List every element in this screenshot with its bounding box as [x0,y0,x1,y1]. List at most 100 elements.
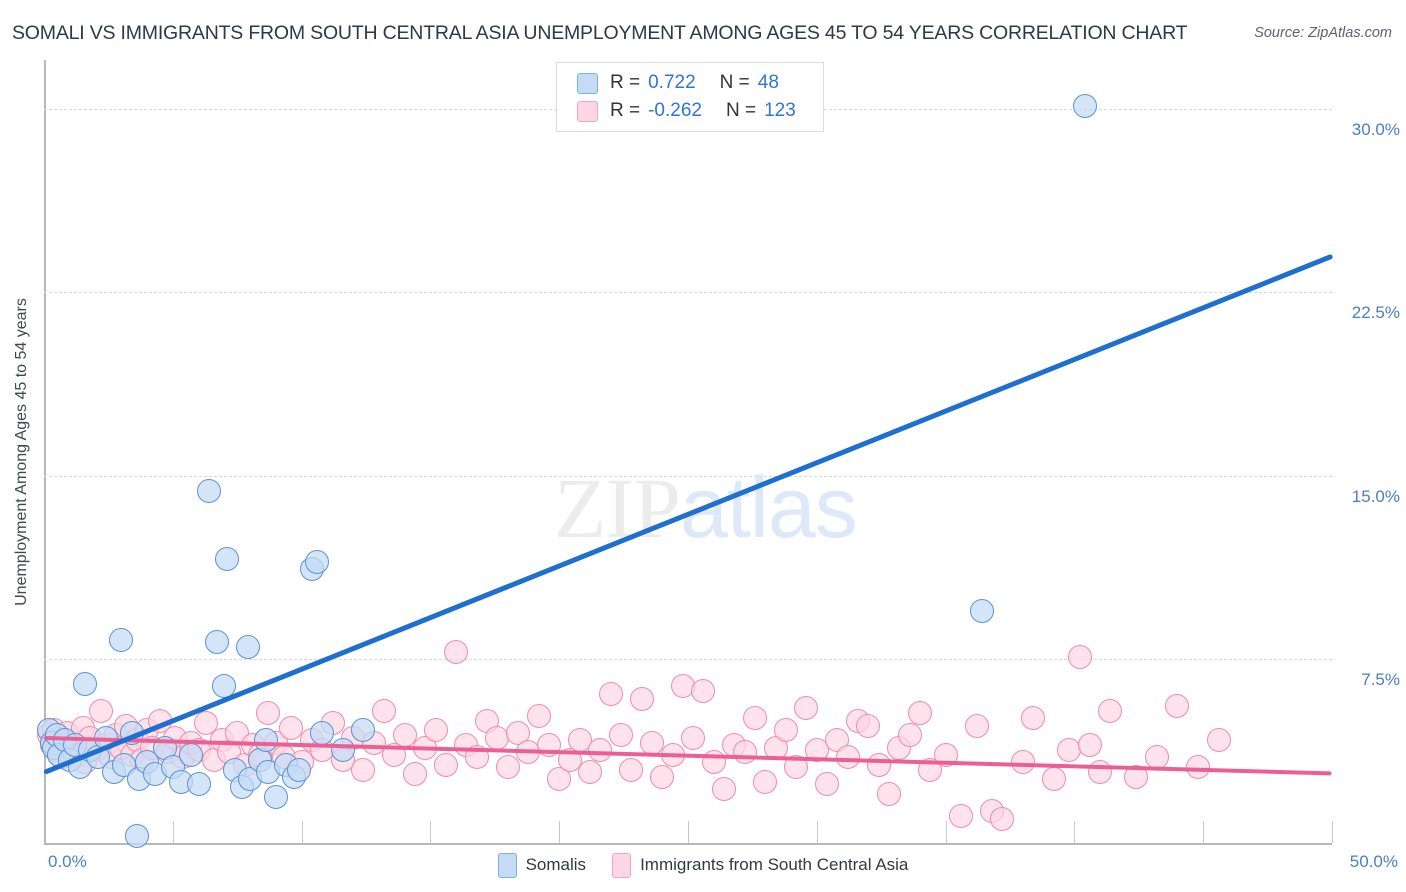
scatter-point [1041,767,1066,792]
scatter-point [495,755,520,780]
x-axis-tick [559,821,561,843]
scatter-point [433,752,458,777]
legend-swatch-immigrants [612,852,632,878]
x-axis-max-label: 50.0% [1349,852,1398,871]
y-axis-title: Unemployment Among Ages 45 to 54 years [13,297,30,606]
scatter-point [88,698,113,723]
scatter-point [907,701,932,726]
scatter-point [235,635,260,660]
stats-n-value-somalis: 48 [757,72,779,93]
scatter-point [526,703,551,728]
y-axis-tick-label: 30.0% [1351,119,1400,139]
scatter-point [578,760,603,785]
scatter-point [691,679,716,704]
y-axis-tick-label: 7.5% [1361,670,1400,690]
scatter-point [1077,733,1102,758]
stats-n-label-immigrants: N = [725,100,757,121]
scatter-point [204,630,229,655]
scatter-point [866,752,891,777]
x-axis-tick [301,821,303,843]
stats-r-value-somalis: 0.722 [648,72,696,93]
scatter-point [351,718,376,743]
scatter-point [742,706,767,731]
scatter-point [279,715,304,740]
scatter-point [856,713,881,738]
stats-swatch-immigrants [577,100,598,122]
scatter-point [1098,698,1123,723]
x-axis-tick [1332,821,1333,843]
scatter-point [990,806,1015,831]
y-axis-tick-label: 22.5% [1351,303,1400,323]
stats-r-value-immigrants: -0.262 [648,100,702,121]
x-axis-tick [1203,821,1205,843]
scatter-point [897,723,922,748]
legend-item-immigrants[interactable]: Immigrants from South Central Asia [612,852,909,878]
scatter-point [1165,693,1190,718]
stats-row-somalis: R = 0.722 N = 48 [577,69,823,97]
page-title: SOMALI VS IMMIGRANTS FROM SOUTH CENTRAL … [12,22,1188,44]
x-axis-tick [816,821,818,843]
scatter-point [815,772,840,797]
legend-label-somalis: Somalis [525,855,587,874]
scatter-point [1021,706,1046,731]
scatter-point [73,671,98,696]
scatter-point [598,681,623,706]
scatter-point [178,742,203,767]
x-axis-line [44,843,1332,845]
x-axis-tick [945,821,947,843]
legend-swatch-somalis [497,852,517,878]
correlation-stats-box: R = 0.722 N = 48 R = -0.262 N = 123 [556,62,824,132]
scatter-point [773,718,798,743]
gridline [44,475,1332,477]
stats-r-label-immigrants: R = [610,100,641,121]
x-axis-tick [688,821,689,843]
scatter-point [1206,728,1231,753]
scatter-point [310,720,335,745]
legend-item-somalis[interactable]: Somalis [497,852,587,878]
scatter-point [196,478,221,503]
x-axis-tick [172,821,174,843]
scatter-point [214,547,239,572]
source-attribution: Source: ZipAtlas.com [1254,25,1392,41]
scatter-point [969,598,994,623]
scatter-point [949,804,974,829]
scatter-point [1088,760,1113,785]
scatter-point [485,725,510,750]
stats-swatch-somalis [577,72,598,94]
scatter-point [330,738,355,763]
scatter-point [619,757,644,782]
scatter-point [372,698,397,723]
x-axis-min-label: 0.0% [48,852,87,871]
scatter-point [444,640,469,665]
scatter-point [794,696,819,721]
scatter-point [588,738,613,763]
scatter-point [753,769,778,794]
scatter-point [305,549,330,574]
scatter-point [402,762,427,787]
scatter-point [964,713,989,738]
scatter-point [1057,738,1082,763]
scatter-point [629,686,654,711]
scatter-point [732,740,757,765]
gridline [44,659,1332,661]
scatter-point [256,701,281,726]
legend-label-immigrants: Immigrants from South Central Asia [640,855,909,874]
y-axis-tick-label: 15.0% [1351,486,1400,506]
stats-n-label-somalis: N = [719,72,750,93]
plot-area: ZIPatlas [37,60,1333,848]
series-legend: Somalis Immigrants from South Central As… [0,845,1406,885]
scatter-point [639,730,664,755]
scatter-point [351,757,376,782]
x-axis-tick [1074,821,1076,843]
scatter-point [109,627,134,652]
scatter-point [186,772,211,797]
x-axis-tick [430,821,432,843]
y-axis-line [44,60,46,843]
scatter-point [392,723,417,748]
stats-row-immigrants: R = -0.262 N = 123 [577,97,823,125]
scatter-point [1072,94,1097,119]
scatter-point [650,764,675,789]
scatter-point [253,728,278,753]
scatter-point [1144,745,1169,770]
